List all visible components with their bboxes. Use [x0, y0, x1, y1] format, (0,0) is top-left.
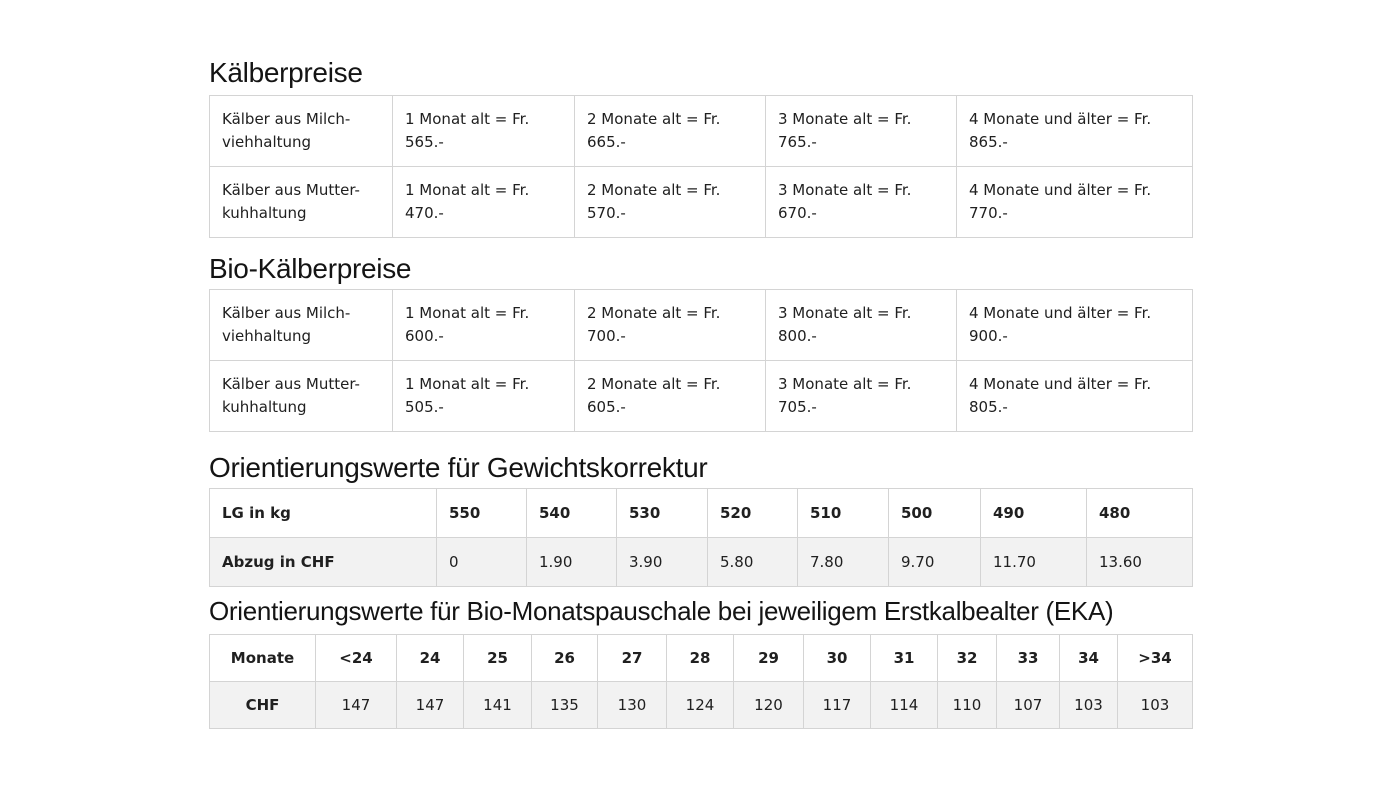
table-cell: 7.80 — [797, 537, 889, 587]
table-cell: 3 Monate alt = Fr. 670.- — [765, 166, 957, 238]
table-row-label: CHF — [209, 681, 316, 729]
table-header-cell: 31 — [870, 634, 938, 682]
table-row: Kälber aus Mutter- kuhhaltung 1 Monat al… — [209, 166, 1193, 238]
table-cell: 2 Monate alt = Fr. 570.- — [574, 166, 766, 238]
table-cell: 114 — [870, 681, 938, 729]
table-cell: 2 Monate alt = Fr. 605.- — [574, 360, 766, 432]
section-title-bio-kaelberpreise: Bio-Kälberpreise — [209, 253, 412, 284]
table-cell: 4 Monate und älter = Fr. 900.- — [956, 289, 1193, 361]
table-header-cell: 32 — [937, 634, 997, 682]
table-header-cell: 26 — [531, 634, 598, 682]
table-header-cell: 510 — [797, 488, 889, 538]
table-cell: 3 Monate alt = Fr. 705.- — [765, 360, 957, 432]
section-title-kaelberpreise: Kälberpreise — [209, 57, 363, 88]
table-cell: Kälber aus Mutter- kuhhaltung — [209, 360, 393, 432]
table-cell: 3 Monate alt = Fr. 800.- — [765, 289, 957, 361]
table-header-cell: 27 — [597, 634, 667, 682]
table-cell: 1.90 — [526, 537, 617, 587]
table-cell: 120 — [733, 681, 804, 729]
table-cell: 4 Monate und älter = Fr. 865.- — [956, 95, 1193, 167]
table-header-cell: LG in kg — [209, 488, 437, 538]
table-cell: 5.80 — [707, 537, 798, 587]
table-header-cell: 28 — [666, 634, 734, 682]
table-cell: 4 Monate und älter = Fr. 805.- — [956, 360, 1193, 432]
table-cell: 1 Monat alt = Fr. 505.- — [392, 360, 575, 432]
table-cell: 141 — [463, 681, 532, 729]
table-cell: 147 — [315, 681, 397, 729]
table-header-cell: >34 — [1117, 634, 1193, 682]
kaelberpreise-table: Kälber aus Milch- viehhaltung 1 Monat al… — [209, 95, 1193, 238]
table-cell: Kälber aus Milch- viehhaltung — [209, 95, 393, 167]
table-header-cell: 500 — [888, 488, 981, 538]
gewichtskorrektur-table: LG in kg 550 540 530 520 510 500 490 480… — [209, 488, 1193, 587]
table-cell: 130 — [597, 681, 667, 729]
table-cell: 103 — [1117, 681, 1193, 729]
table-cell: 3 Monate alt = Fr. 765.- — [765, 95, 957, 167]
table-cell: 3.90 — [616, 537, 708, 587]
table-row: CHF 147 147 141 135 130 124 120 117 114 … — [209, 681, 1193, 729]
table-cell: 1 Monat alt = Fr. 565.- — [392, 95, 575, 167]
table-header-cell: 34 — [1059, 634, 1118, 682]
table-cell: 103 — [1059, 681, 1118, 729]
table-header-cell: 530 — [616, 488, 708, 538]
table-cell: 110 — [937, 681, 997, 729]
table-cell: 2 Monate alt = Fr. 700.- — [574, 289, 766, 361]
table-cell: 107 — [996, 681, 1060, 729]
table-cell: 135 — [531, 681, 598, 729]
bio-kaelberpreise-table: Kälber aus Milch- viehhaltung 1 Monat al… — [209, 289, 1193, 432]
table-header-row: Monate <24 24 25 26 27 28 29 30 31 32 33… — [209, 634, 1193, 682]
table-cell: 9.70 — [888, 537, 981, 587]
table-header-cell: 550 — [436, 488, 527, 538]
section-title-monatspauschale: Orientierungswerte für Bio-Monatspauscha… — [209, 596, 1114, 626]
table-header-cell: 24 — [396, 634, 464, 682]
section-title-gewichtskorrektur: Orientierungswerte für Gewichtskorrektur — [209, 452, 708, 483]
table-row-label: Abzug in CHF — [209, 537, 437, 587]
table-cell: Kälber aus Mutter- kuhhaltung — [209, 166, 393, 238]
table-header-cell: <24 — [315, 634, 397, 682]
table-cell: 4 Monate und älter = Fr. 770.- — [956, 166, 1193, 238]
monatspauschale-table: Monate <24 24 25 26 27 28 29 30 31 32 33… — [209, 634, 1193, 729]
table-header-cell: 29 — [733, 634, 804, 682]
table-header-cell: 480 — [1086, 488, 1193, 538]
table-header-cell: 520 — [707, 488, 798, 538]
table-cell: 13.60 — [1086, 537, 1193, 587]
table-cell: 0 — [436, 537, 527, 587]
table-cell: 147 — [396, 681, 464, 729]
page-content: Kälberpreise Kälber aus Milch- viehhaltu… — [209, 56, 1194, 729]
table-cell: 1 Monat alt = Fr. 470.- — [392, 166, 575, 238]
table-cell: 124 — [666, 681, 734, 729]
table-row: Kälber aus Milch- viehhaltung 1 Monat al… — [209, 95, 1193, 167]
table-header-cell: Monate — [209, 634, 316, 682]
table-cell: 2 Monate alt = Fr. 665.- — [574, 95, 766, 167]
table-row: Kälber aus Mutter- kuhhaltung 1 Monat al… — [209, 360, 1193, 432]
table-header-row: LG in kg 550 540 530 520 510 500 490 480 — [209, 488, 1193, 538]
table-header-cell: 25 — [463, 634, 532, 682]
table-cell: 1 Monat alt = Fr. 600.- — [392, 289, 575, 361]
table-header-cell: 33 — [996, 634, 1060, 682]
table-header-cell: 490 — [980, 488, 1087, 538]
table-cell: Kälber aus Milch- viehhaltung — [209, 289, 393, 361]
table-header-cell: 30 — [803, 634, 871, 682]
table-header-cell: 540 — [526, 488, 617, 538]
table-cell: 117 — [803, 681, 871, 729]
table-row: Abzug in CHF 0 1.90 3.90 5.80 7.80 9.70 … — [209, 537, 1193, 587]
table-row: Kälber aus Milch- viehhaltung 1 Monat al… — [209, 289, 1193, 361]
table-cell: 11.70 — [980, 537, 1087, 587]
